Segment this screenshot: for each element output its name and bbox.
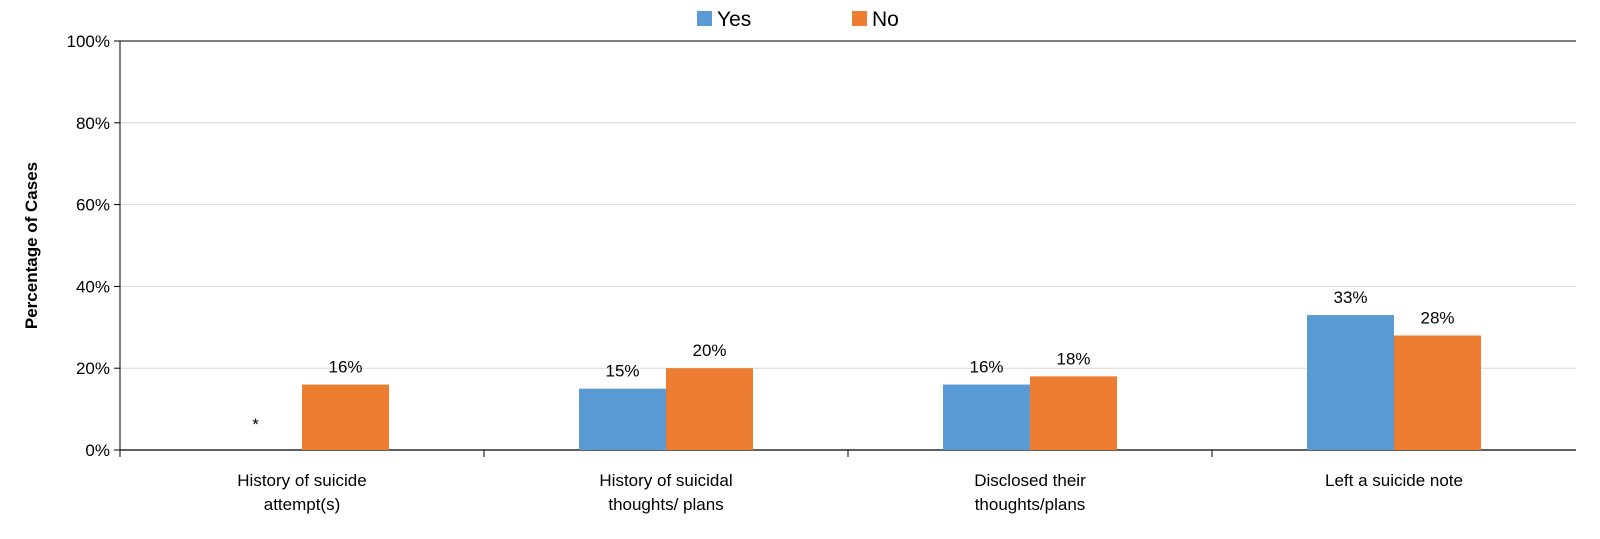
data-label-no: 18% (1056, 349, 1090, 368)
legend-label-yes: Yes (717, 8, 751, 31)
suppressed-marker: * (252, 415, 259, 434)
x-category-label: thoughts/plans (975, 495, 1086, 514)
bar-no-1 (302, 384, 389, 450)
y-tick-label: 20% (76, 359, 110, 378)
legend-label-no: No (872, 8, 899, 31)
bar-no-3 (1030, 376, 1117, 450)
y-tick-label: 40% (76, 277, 110, 296)
x-category-label: attempt(s) (264, 495, 341, 514)
x-category-label: thoughts/ plans (608, 495, 723, 514)
data-label-yes: 15% (605, 362, 639, 381)
bar-yes-2 (579, 388, 666, 450)
data-label-no: 16% (328, 358, 362, 377)
bar-yes-3 (943, 384, 1030, 450)
y-tick-label: 60% (76, 196, 110, 215)
x-category-label: History of suicide (237, 471, 366, 490)
y-tick-label: 100% (67, 32, 110, 51)
bar-no-2 (666, 368, 753, 450)
legend-swatch-no (852, 11, 867, 26)
legend-swatch-yes (697, 11, 712, 26)
x-category-label: History of suicidal (599, 471, 732, 490)
x-category-label: Left a suicide note (1325, 471, 1463, 490)
bar-yes-4 (1307, 315, 1394, 450)
data-label-no: 20% (692, 341, 726, 360)
data-label-no: 28% (1420, 308, 1454, 327)
y-tick-label: 0% (85, 441, 110, 460)
data-label-yes: 33% (1333, 288, 1367, 307)
data-label-yes: 16% (969, 358, 1003, 377)
x-category-label: Disclosed their (974, 471, 1086, 490)
y-axis-title: Percentage of Cases (22, 162, 41, 329)
bar-no-4 (1394, 335, 1481, 450)
y-tick-label: 80% (76, 114, 110, 133)
